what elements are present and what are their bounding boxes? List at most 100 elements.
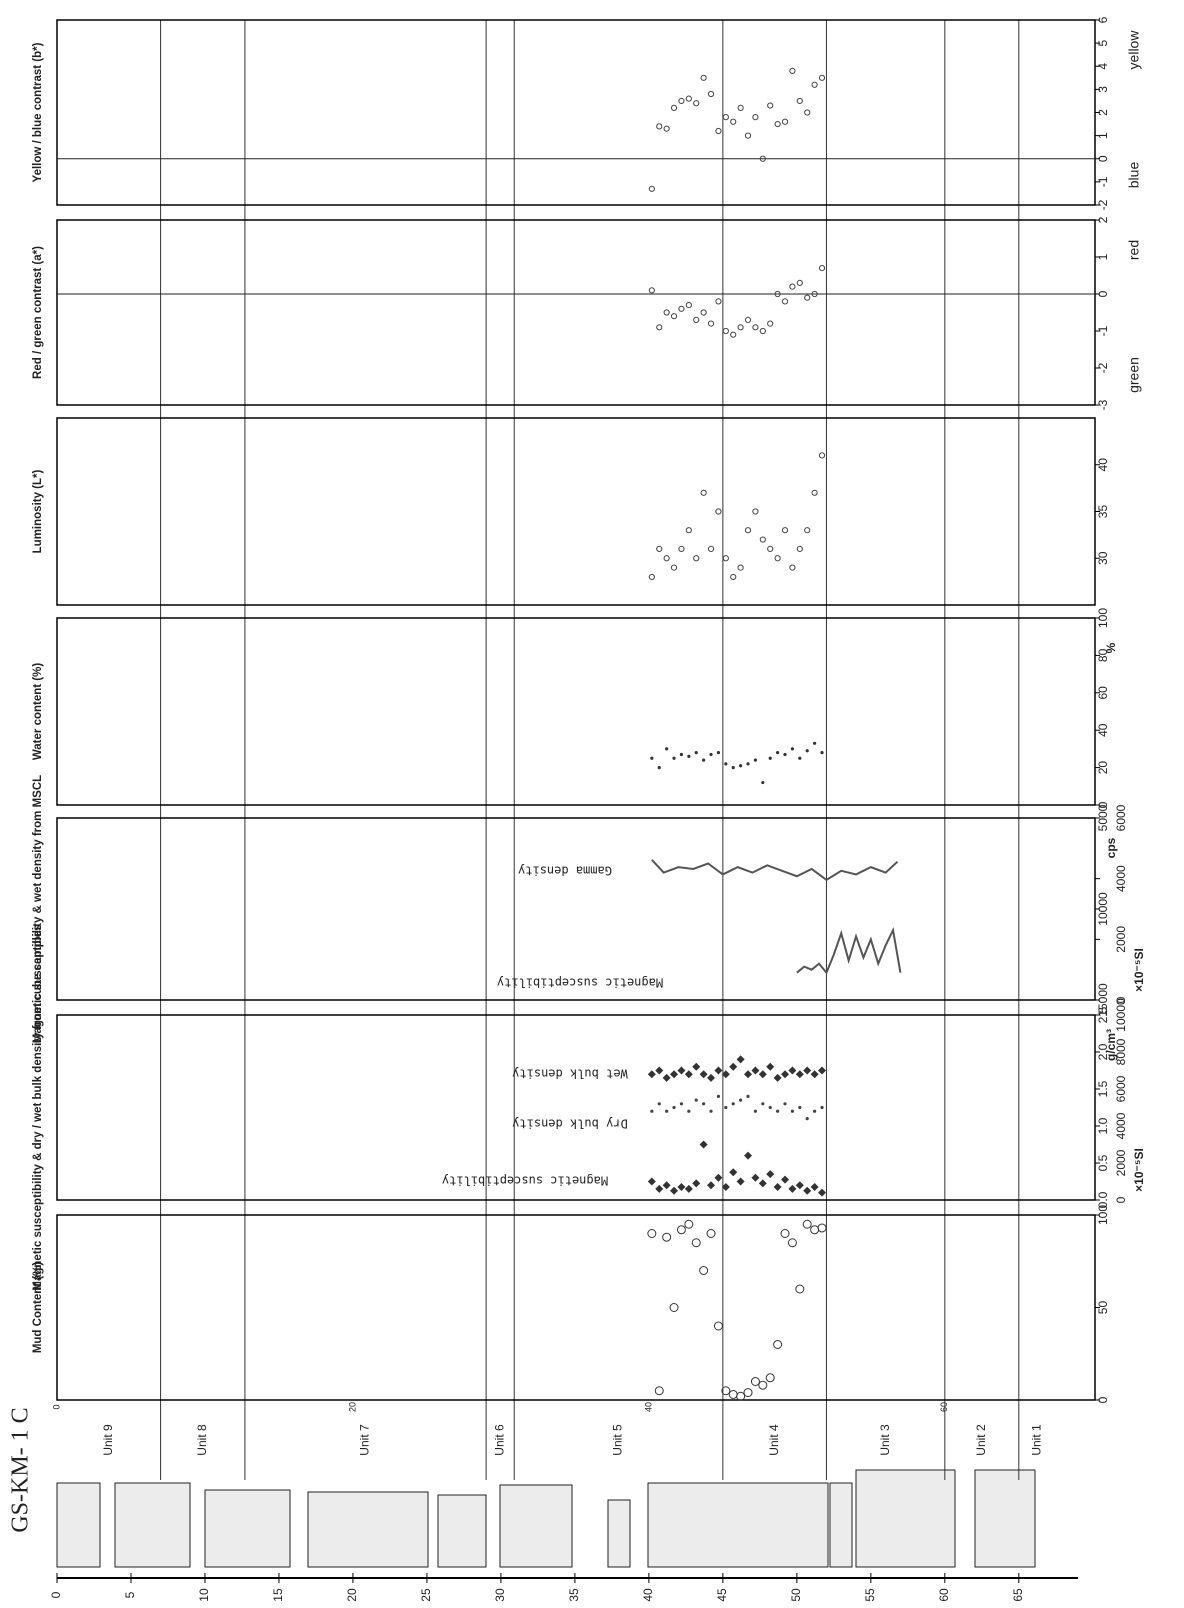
data-point [811,290,818,298]
data-point [773,1073,782,1082]
data-point [746,762,750,766]
data-point [767,545,774,553]
data-point [776,1109,780,1113]
data-point [804,527,811,534]
data-point [790,747,795,751]
depth-tick-label: 35 [567,1588,581,1602]
y-tick-label: 6 [1096,16,1110,23]
data-point [781,527,789,534]
panel-title: Luminosity (L*) [32,469,44,553]
data-point [684,1184,693,1193]
data-point [761,780,765,785]
unit-label: Unit 4 [767,1424,781,1456]
data-point [678,545,685,553]
unit-label: Unit 1 [1029,1424,1043,1456]
data-point [781,1175,790,1184]
data-point [693,100,700,107]
data-point [758,1070,767,1079]
data-point [776,751,780,755]
data-point [744,1151,753,1160]
y-tick-label: 80 [1096,648,1110,662]
data-point [758,1380,768,1390]
depth-tick-label: 15 [271,1588,285,1602]
panel-frame [56,817,1096,1001]
unit-scale-label: 0 [51,1404,61,1409]
data-point [796,279,803,286]
data-point [650,1109,654,1113]
data-point [781,1070,790,1079]
depth-tick-label: 40 [641,1588,655,1602]
y-tick-label: 4000 [1114,865,1128,892]
data-point [790,1109,795,1113]
data-point [774,120,781,128]
y-tick-label: -1 [1096,176,1110,187]
unit-label: Unit 5 [611,1424,625,1456]
axis-end-label: blue [1126,162,1142,189]
data-point [685,302,692,309]
panel-title: Red / green contrast (a*) [32,246,44,379]
data-point [736,1055,745,1064]
axis-end-label: green [1126,357,1142,393]
data-point [722,114,729,121]
data-point [781,118,789,125]
depth-tick-label: 55 [863,1588,877,1602]
data-point [818,74,826,81]
data-point [813,1109,817,1113]
data-point [647,1229,657,1238]
panel-frame [56,417,1096,606]
data-point [700,309,707,316]
data-point [692,1179,701,1188]
data-point [655,1066,664,1075]
y-tick-label: 5000 [1096,804,1110,831]
data-point [678,97,685,105]
data-point [788,1184,797,1193]
panel-title: Water content (%) [32,663,44,760]
data-point [783,752,787,757]
data-point [743,1388,753,1398]
data-point [693,555,700,562]
data-point [751,1066,760,1075]
y2-unit: ×10⁻⁵SI [1132,948,1146,992]
data-point [699,1140,708,1149]
data-point [707,545,715,553]
y-tick-label: 0 [1114,1196,1128,1203]
series-annotation: Gamma density [518,864,612,878]
data-point [730,573,737,581]
data-point [739,1098,743,1102]
depth-tick-label: 60 [937,1588,951,1602]
data-point [804,109,811,116]
data-point [721,1183,730,1192]
data-point [715,298,722,305]
data-point [774,290,781,298]
y-tick-label: 8000 [1114,1038,1128,1065]
y-tick-label: 100 [1096,608,1110,628]
data-point [687,1109,691,1113]
data-point [803,1186,812,1195]
depth-tick-label: 10 [197,1588,211,1602]
data-point [758,1179,767,1188]
data-point [731,766,735,770]
data-point [820,751,824,755]
data-point [662,1232,672,1242]
depth-tick-label: 50 [789,1588,803,1602]
data-point [810,1225,820,1235]
data-point [789,283,796,290]
data-point [766,1062,775,1071]
data-point [759,536,766,543]
y-unit: g/cm³ [1104,1029,1118,1061]
data-point [753,758,758,762]
data-point [768,756,772,760]
data-point [731,1102,735,1106]
data-point [773,1340,783,1349]
data-point [783,1102,787,1106]
y-tick-label: 0.0 [1096,1191,1110,1208]
data-point [767,320,774,327]
data-point [773,1183,782,1192]
data-point [780,1229,790,1238]
data-point [765,1373,775,1383]
data-point [656,123,663,130]
y-tick-label: 0 [1114,996,1128,1003]
data-point [670,1070,679,1079]
data-point [699,1266,709,1275]
data-point [744,316,752,323]
